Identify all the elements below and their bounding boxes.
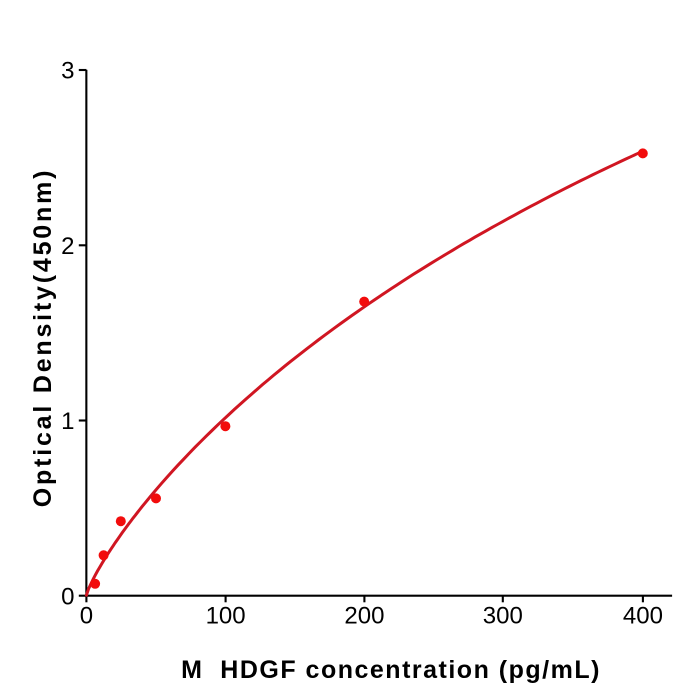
svg-text:M HDGF concentration (pg/mL): M HDGF concentration (pg/mL) <box>181 656 601 684</box>
svg-text:1: 1 <box>61 408 74 435</box>
svg-text:3: 3 <box>61 58 74 85</box>
svg-text:200: 200 <box>344 603 384 630</box>
svg-text:400: 400 <box>623 603 663 630</box>
svg-text:100: 100 <box>206 603 246 630</box>
svg-text:300: 300 <box>483 603 523 630</box>
svg-text:0: 0 <box>61 583 74 610</box>
svg-text:Optical Density(450nm): Optical Density(450nm) <box>29 168 57 507</box>
svg-text:0: 0 <box>80 603 93 630</box>
svg-text:2: 2 <box>61 233 74 260</box>
